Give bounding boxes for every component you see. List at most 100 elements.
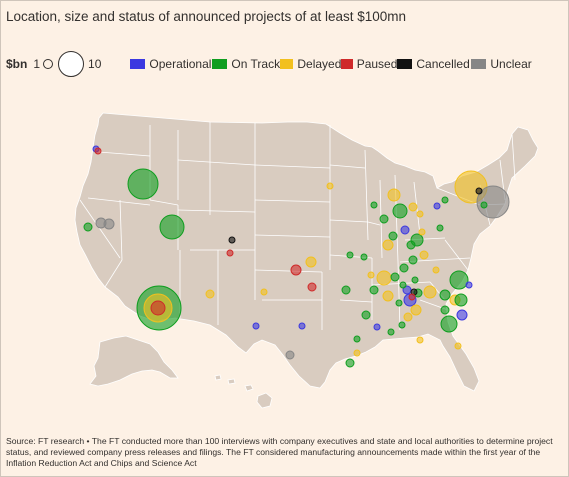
page-title: Location, size and status of announced p… xyxy=(6,9,407,24)
project-bubble xyxy=(403,312,413,322)
project-bubble xyxy=(395,299,403,307)
project-bubble xyxy=(475,187,483,195)
legend-item-paused: Paused xyxy=(341,57,397,71)
legend-item-on-track: On Track xyxy=(212,57,280,71)
project-bubble xyxy=(159,214,185,240)
contiguous-us-shape xyxy=(74,112,539,392)
project-bubble xyxy=(440,315,458,333)
project-bubble xyxy=(441,196,449,204)
size-legend-small-circle xyxy=(43,59,54,69)
project-bubble xyxy=(416,336,424,344)
project-bubble xyxy=(408,255,418,265)
legend-swatch-delayed xyxy=(280,59,294,69)
project-bubble xyxy=(423,285,437,299)
state-border-line xyxy=(444,239,469,271)
state-border-line xyxy=(98,151,151,157)
project-bubble xyxy=(454,342,462,350)
project-bubble xyxy=(341,285,351,295)
project-bubble xyxy=(360,253,368,261)
project-bubble xyxy=(307,282,317,292)
state-border-line xyxy=(367,221,381,226)
state-border-line xyxy=(254,164,331,169)
project-bubble xyxy=(418,228,426,236)
project-bubble xyxy=(398,321,406,329)
project-bubble xyxy=(465,281,473,289)
hawaii-kauai xyxy=(214,374,222,381)
project-bubbles xyxy=(83,145,510,368)
project-bubble xyxy=(436,224,444,232)
project-bubble xyxy=(345,358,355,368)
state-border-line xyxy=(254,269,323,273)
project-bubble xyxy=(432,266,440,274)
project-bubble xyxy=(440,305,450,315)
size-legend-min-label: 1 xyxy=(33,57,41,71)
project-bubble xyxy=(408,293,416,301)
hawaii-maui xyxy=(244,384,254,392)
project-bubble xyxy=(454,293,468,307)
project-bubble xyxy=(369,285,379,295)
project-bubble xyxy=(83,222,93,232)
project-bubble xyxy=(298,322,306,330)
project-bubble xyxy=(387,188,401,202)
project-bubble xyxy=(226,249,234,257)
project-bubble xyxy=(353,335,361,343)
project-bubble xyxy=(400,225,410,235)
project-bubble xyxy=(346,251,354,259)
project-bubble xyxy=(390,272,400,282)
project-bubble xyxy=(326,182,334,190)
project-bubble xyxy=(402,285,412,295)
state-border-line xyxy=(511,133,516,181)
legend-swatch-cancelled xyxy=(397,59,413,69)
project-bubble xyxy=(456,309,468,321)
project-bubble xyxy=(382,239,394,251)
state-border-line xyxy=(329,219,369,223)
state-border-line xyxy=(87,197,151,206)
legend-swatch-operational xyxy=(130,59,146,69)
hawaii-big-island xyxy=(256,392,273,409)
legend-item-unclear: Unclear xyxy=(471,57,532,71)
project-bubble xyxy=(361,310,371,320)
project-bubble xyxy=(103,218,115,230)
state-border-line xyxy=(254,234,331,238)
project-bubble xyxy=(228,236,236,244)
legend-swatch-paused xyxy=(341,59,353,69)
project-bubble xyxy=(439,289,451,301)
state-border-line xyxy=(177,209,256,213)
project-bubble xyxy=(127,168,159,200)
state-border-line xyxy=(149,199,179,206)
us-map xyxy=(74,112,539,409)
legend-label-paused: Paused xyxy=(356,57,398,71)
legend-label-cancelled: Cancelled xyxy=(416,57,470,71)
project-bubble xyxy=(480,201,488,209)
size-legend-large-circle xyxy=(58,51,85,77)
state-border-line xyxy=(397,261,401,331)
state-border-line xyxy=(254,199,331,203)
project-bubble xyxy=(376,270,392,286)
project-bubble xyxy=(382,290,394,302)
project-bubble xyxy=(205,289,215,299)
legend-item-cancelled: Cancelled xyxy=(397,57,471,71)
legend-swatch-unclear xyxy=(471,59,487,69)
project-bubble xyxy=(406,240,416,250)
project-bubble xyxy=(408,202,418,212)
legend-label-delayed: Delayed xyxy=(297,57,342,71)
state-border-line xyxy=(339,299,373,303)
project-bubble xyxy=(399,281,407,289)
legend-label-operational: Operational xyxy=(149,57,212,71)
project-bubble xyxy=(285,350,295,360)
project-bubble xyxy=(399,263,409,273)
legend: $bn 1 10 Operational On Track Delayed Pa… xyxy=(6,51,532,77)
project-bubble xyxy=(433,202,441,210)
state-border-line xyxy=(177,159,256,166)
project-bubble xyxy=(305,256,317,268)
size-legend-max-label: 10 xyxy=(88,57,102,71)
project-bubble xyxy=(94,147,102,155)
project-bubble xyxy=(419,250,429,260)
project-bubble xyxy=(252,322,260,330)
project-bubble xyxy=(392,203,408,219)
state-border-line xyxy=(329,164,366,169)
project-bubble xyxy=(410,304,422,316)
state-border-line xyxy=(119,199,123,261)
project-bubble xyxy=(353,349,361,357)
state-border-line xyxy=(104,259,123,288)
